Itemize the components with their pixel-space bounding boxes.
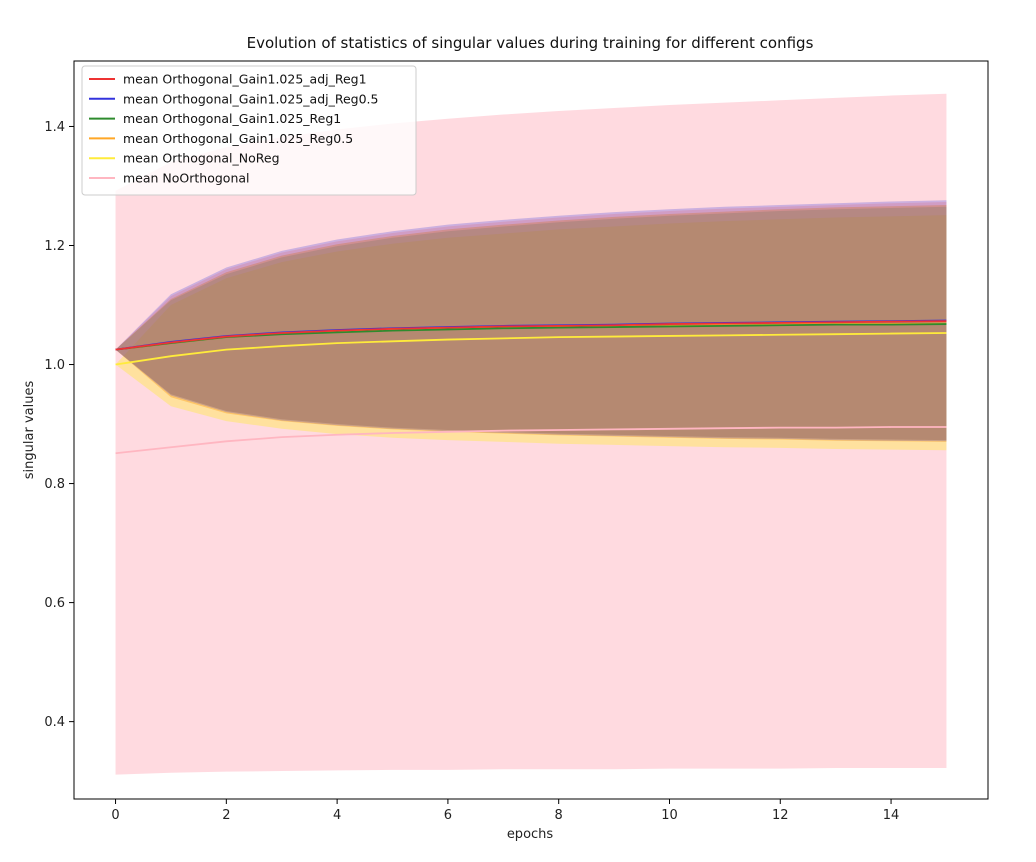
x-axis-label: epochs bbox=[507, 827, 554, 842]
y-tick-label: 1.2 bbox=[44, 239, 65, 254]
chart-title: Evolution of statistics of singular valu… bbox=[247, 34, 814, 52]
legend-entry-mean-orthogonal-gain1-025-adj-reg1: mean Orthogonal_Gain1.025_adj_Reg1 bbox=[123, 72, 367, 87]
x-tick-label: 12 bbox=[772, 808, 789, 823]
y-axis-label: singular values bbox=[22, 381, 37, 480]
band-mean-orthogonal-gain1-025-adj-reg0-5 bbox=[115, 200, 947, 442]
confidence-bands bbox=[115, 93, 947, 775]
y-tick-label: 0.8 bbox=[44, 477, 65, 492]
legend-entry-mean-orthogonal-noreg: mean Orthogonal_NoReg bbox=[123, 151, 280, 166]
x-tick-label: 2 bbox=[222, 808, 230, 823]
x-tick-label: 0 bbox=[111, 808, 119, 823]
legend-entry-mean-orthogonal-gain1-025-reg0-5: mean Orthogonal_Gain1.025_Reg0.5 bbox=[123, 131, 353, 146]
y-tick-label: 1.4 bbox=[44, 120, 65, 135]
line-mean-noorthogonal bbox=[115, 426, 947, 455]
plot-frame bbox=[73, 60, 989, 800]
band-mean-orthogonal-noreg bbox=[115, 215, 947, 451]
legend-entry-mean-noorthogonal: mean NoOrthogonal bbox=[123, 171, 250, 186]
x-tick-label: 10 bbox=[661, 808, 678, 823]
x-tick-label: 14 bbox=[883, 808, 900, 823]
y-tick-label: 1.0 bbox=[44, 358, 65, 373]
x-tick-label: 6 bbox=[444, 808, 452, 823]
band-mean-noorthogonal bbox=[115, 93, 947, 775]
line-mean-orthogonal-gain1-025-adj-reg1 bbox=[115, 320, 947, 351]
series-lines bbox=[115, 319, 947, 455]
band-mean-orthogonal-gain1-025-reg1 bbox=[115, 206, 947, 441]
x-axis: 0 2 4 6 8 10 12 14 bbox=[111, 799, 899, 823]
x-tick-label: 4 bbox=[333, 808, 341, 823]
band-mean-orthogonal-gain1-025-reg0-5 bbox=[115, 205, 947, 442]
x-tick-label: 8 bbox=[555, 808, 563, 823]
y-tick-label: 0.6 bbox=[44, 596, 65, 611]
legend-box bbox=[81, 65, 417, 196]
legend-entry-mean-orthogonal-gain1-025-adj-reg0-5: mean Orthogonal_Gain1.025_adj_Reg0.5 bbox=[123, 91, 378, 106]
band-mean-orthogonal-gain1-025-adj-reg1 bbox=[115, 202, 947, 441]
legend-entry-mean-orthogonal-gain1-025-reg1: mean Orthogonal_Gain1.025_Reg1 bbox=[123, 111, 341, 126]
line-mean-orthogonal-noreg bbox=[115, 332, 947, 366]
y-tick-label: 0.4 bbox=[44, 715, 65, 730]
y-axis: 0.4 0.6 0.8 1.0 1.2 1.4 bbox=[44, 120, 74, 730]
